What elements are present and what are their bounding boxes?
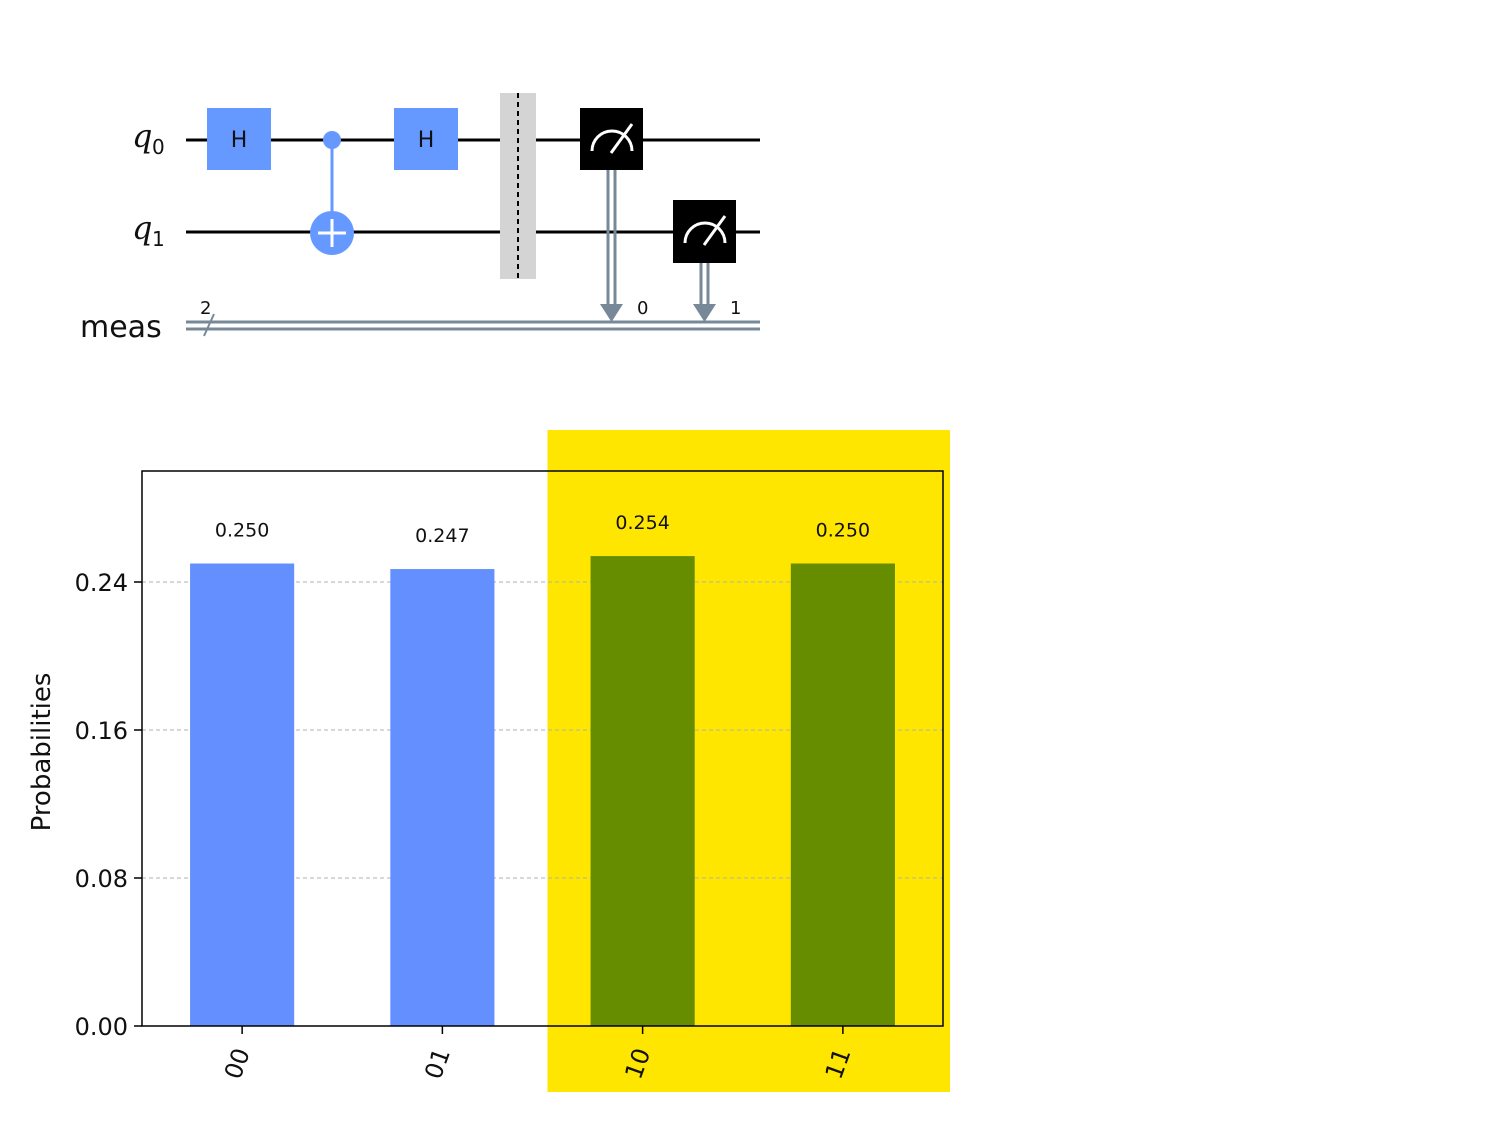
y-tick-label: 0.08 [75, 865, 128, 893]
x-tick-label-01: 01 [419, 1044, 456, 1082]
value-labels: 0.250 0.247 0.254 0.250 [215, 512, 870, 547]
x-tick-label-00: 00 [219, 1044, 256, 1082]
creg-size-label: 2 [200, 298, 211, 319]
svg-text:H: H [418, 128, 435, 153]
measure-gate-q1 [673, 200, 736, 322]
classical-register-wire [186, 313, 760, 337]
hadamard-gate-2: H [394, 108, 458, 170]
value-label-00: 0.250 [215, 520, 269, 542]
meter-icon [590, 129, 634, 152]
clbit-label-1: 1 [730, 298, 741, 319]
hadamard-gate-1: H [207, 108, 271, 170]
quantum-circuit-diagram: 2 q 0 q 1 meas H H 0 [80, 93, 760, 345]
cnot-gate [310, 131, 354, 255]
y-tick-label: 0.16 [75, 717, 128, 745]
svg-text:0: 0 [152, 135, 165, 159]
bars [190, 556, 895, 1026]
value-label-10: 0.254 [615, 512, 669, 534]
svg-text:q: q [132, 209, 152, 247]
bar-11 [790, 563, 895, 1026]
y-axis-ticks: 0.00 0.08 0.16 0.24 [75, 569, 142, 1041]
svg-text:H: H [231, 128, 248, 153]
meter-icon [683, 221, 727, 244]
svg-text:q: q [132, 117, 152, 155]
bar-00 [190, 563, 295, 1026]
svg-text:1: 1 [152, 227, 165, 251]
bar-10 [590, 556, 695, 1026]
y-tick-label: 0.00 [75, 1013, 128, 1041]
value-label-11: 0.250 [816, 520, 870, 542]
qubit-label-q1: q 1 [132, 209, 165, 251]
measure-gate-q0 [580, 108, 643, 322]
qubit-label-q0: q 0 [132, 117, 165, 159]
barrier [500, 93, 536, 279]
plot-frame [141, 470, 944, 1027]
x-axis-ticks: 00 01 10 11 [219, 1026, 857, 1083]
bar-01 [390, 569, 495, 1026]
value-label-01: 0.247 [415, 525, 469, 547]
clbit-label-0: 0 [637, 298, 648, 319]
y-tick-label: 0.24 [75, 569, 128, 597]
creg-label: meas [80, 310, 162, 345]
y-axis-label: Probabilities [27, 673, 57, 832]
cnot-control-dot [323, 131, 341, 149]
